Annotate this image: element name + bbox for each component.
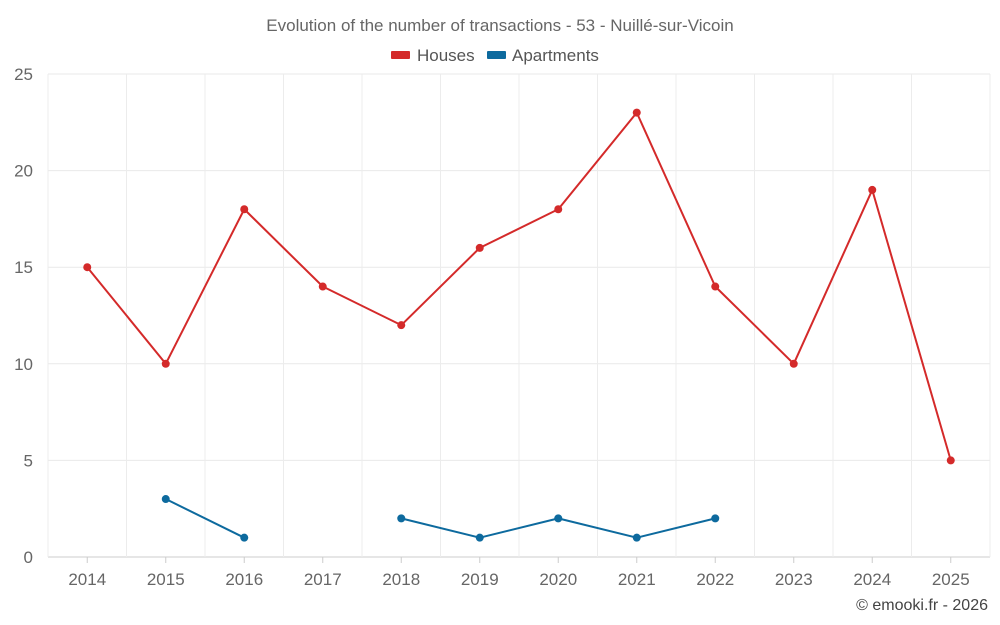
data-point[interactable] xyxy=(240,533,249,542)
data-point[interactable] xyxy=(632,533,641,542)
series-line xyxy=(86,111,952,461)
legend: Houses Apartments xyxy=(391,46,599,65)
series-layer xyxy=(83,108,955,542)
data-point[interactable] xyxy=(711,514,720,523)
x-tick-label: 2017 xyxy=(304,570,342,589)
y-tick-label: 10 xyxy=(14,355,33,374)
data-point[interactable] xyxy=(711,282,720,291)
data-point[interactable] xyxy=(397,321,406,330)
data-point[interactable] xyxy=(240,205,249,214)
x-tick-label: 2024 xyxy=(853,570,891,589)
data-point[interactable] xyxy=(475,533,484,542)
y-tick-label: 0 xyxy=(24,548,33,567)
y-tick-label: 15 xyxy=(14,258,33,277)
grid xyxy=(47,73,991,558)
x-axis: 2014 2015 2016 2017 2018 2019 2020 2021 2022 2023… xyxy=(68,557,970,589)
y-tick-label: 25 xyxy=(14,65,33,84)
legend-swatch-apartments xyxy=(487,51,506,59)
x-tick-label: 2020 xyxy=(539,570,577,589)
series-apartments xyxy=(161,495,720,542)
data-point[interactable] xyxy=(868,185,877,194)
credit-text: © emooki.fr - 2026 xyxy=(856,597,988,614)
chart-title: Evolution of the number of transactions … xyxy=(266,16,733,35)
x-tick-label: 2022 xyxy=(696,570,734,589)
x-tick-label: 2023 xyxy=(775,570,813,589)
y-axis: 0 5 10 15 20 25 xyxy=(14,65,33,567)
series-houses xyxy=(83,108,955,465)
data-point[interactable] xyxy=(554,514,563,523)
legend-item-apartments[interactable]: Apartments xyxy=(487,46,599,65)
data-point[interactable] xyxy=(554,205,563,214)
series-line xyxy=(165,498,245,539)
data-point[interactable] xyxy=(161,359,170,368)
x-tick-label: 2016 xyxy=(225,570,263,589)
data-point[interactable] xyxy=(83,263,92,272)
data-point[interactable] xyxy=(475,243,484,252)
legend-label-apartments: Apartments xyxy=(512,46,599,65)
x-tick-label: 2019 xyxy=(461,570,499,589)
data-point[interactable] xyxy=(318,282,327,291)
y-tick-label: 5 xyxy=(24,451,33,470)
data-point[interactable] xyxy=(789,359,798,368)
x-tick-label: 2021 xyxy=(618,570,656,589)
legend-item-houses[interactable]: Houses xyxy=(391,46,475,65)
x-tick-label: 2018 xyxy=(382,570,420,589)
data-point[interactable] xyxy=(397,514,406,523)
y-tick-label: 20 xyxy=(14,162,33,181)
x-tick-label: 2015 xyxy=(147,570,185,589)
legend-swatch-houses xyxy=(391,51,410,59)
legend-label-houses: Houses xyxy=(417,46,475,65)
x-tick-label: 2014 xyxy=(68,570,106,589)
data-point[interactable] xyxy=(161,495,170,504)
data-point[interactable] xyxy=(632,108,641,117)
data-point[interactable] xyxy=(946,456,955,465)
x-tick-label: 2025 xyxy=(932,570,970,589)
